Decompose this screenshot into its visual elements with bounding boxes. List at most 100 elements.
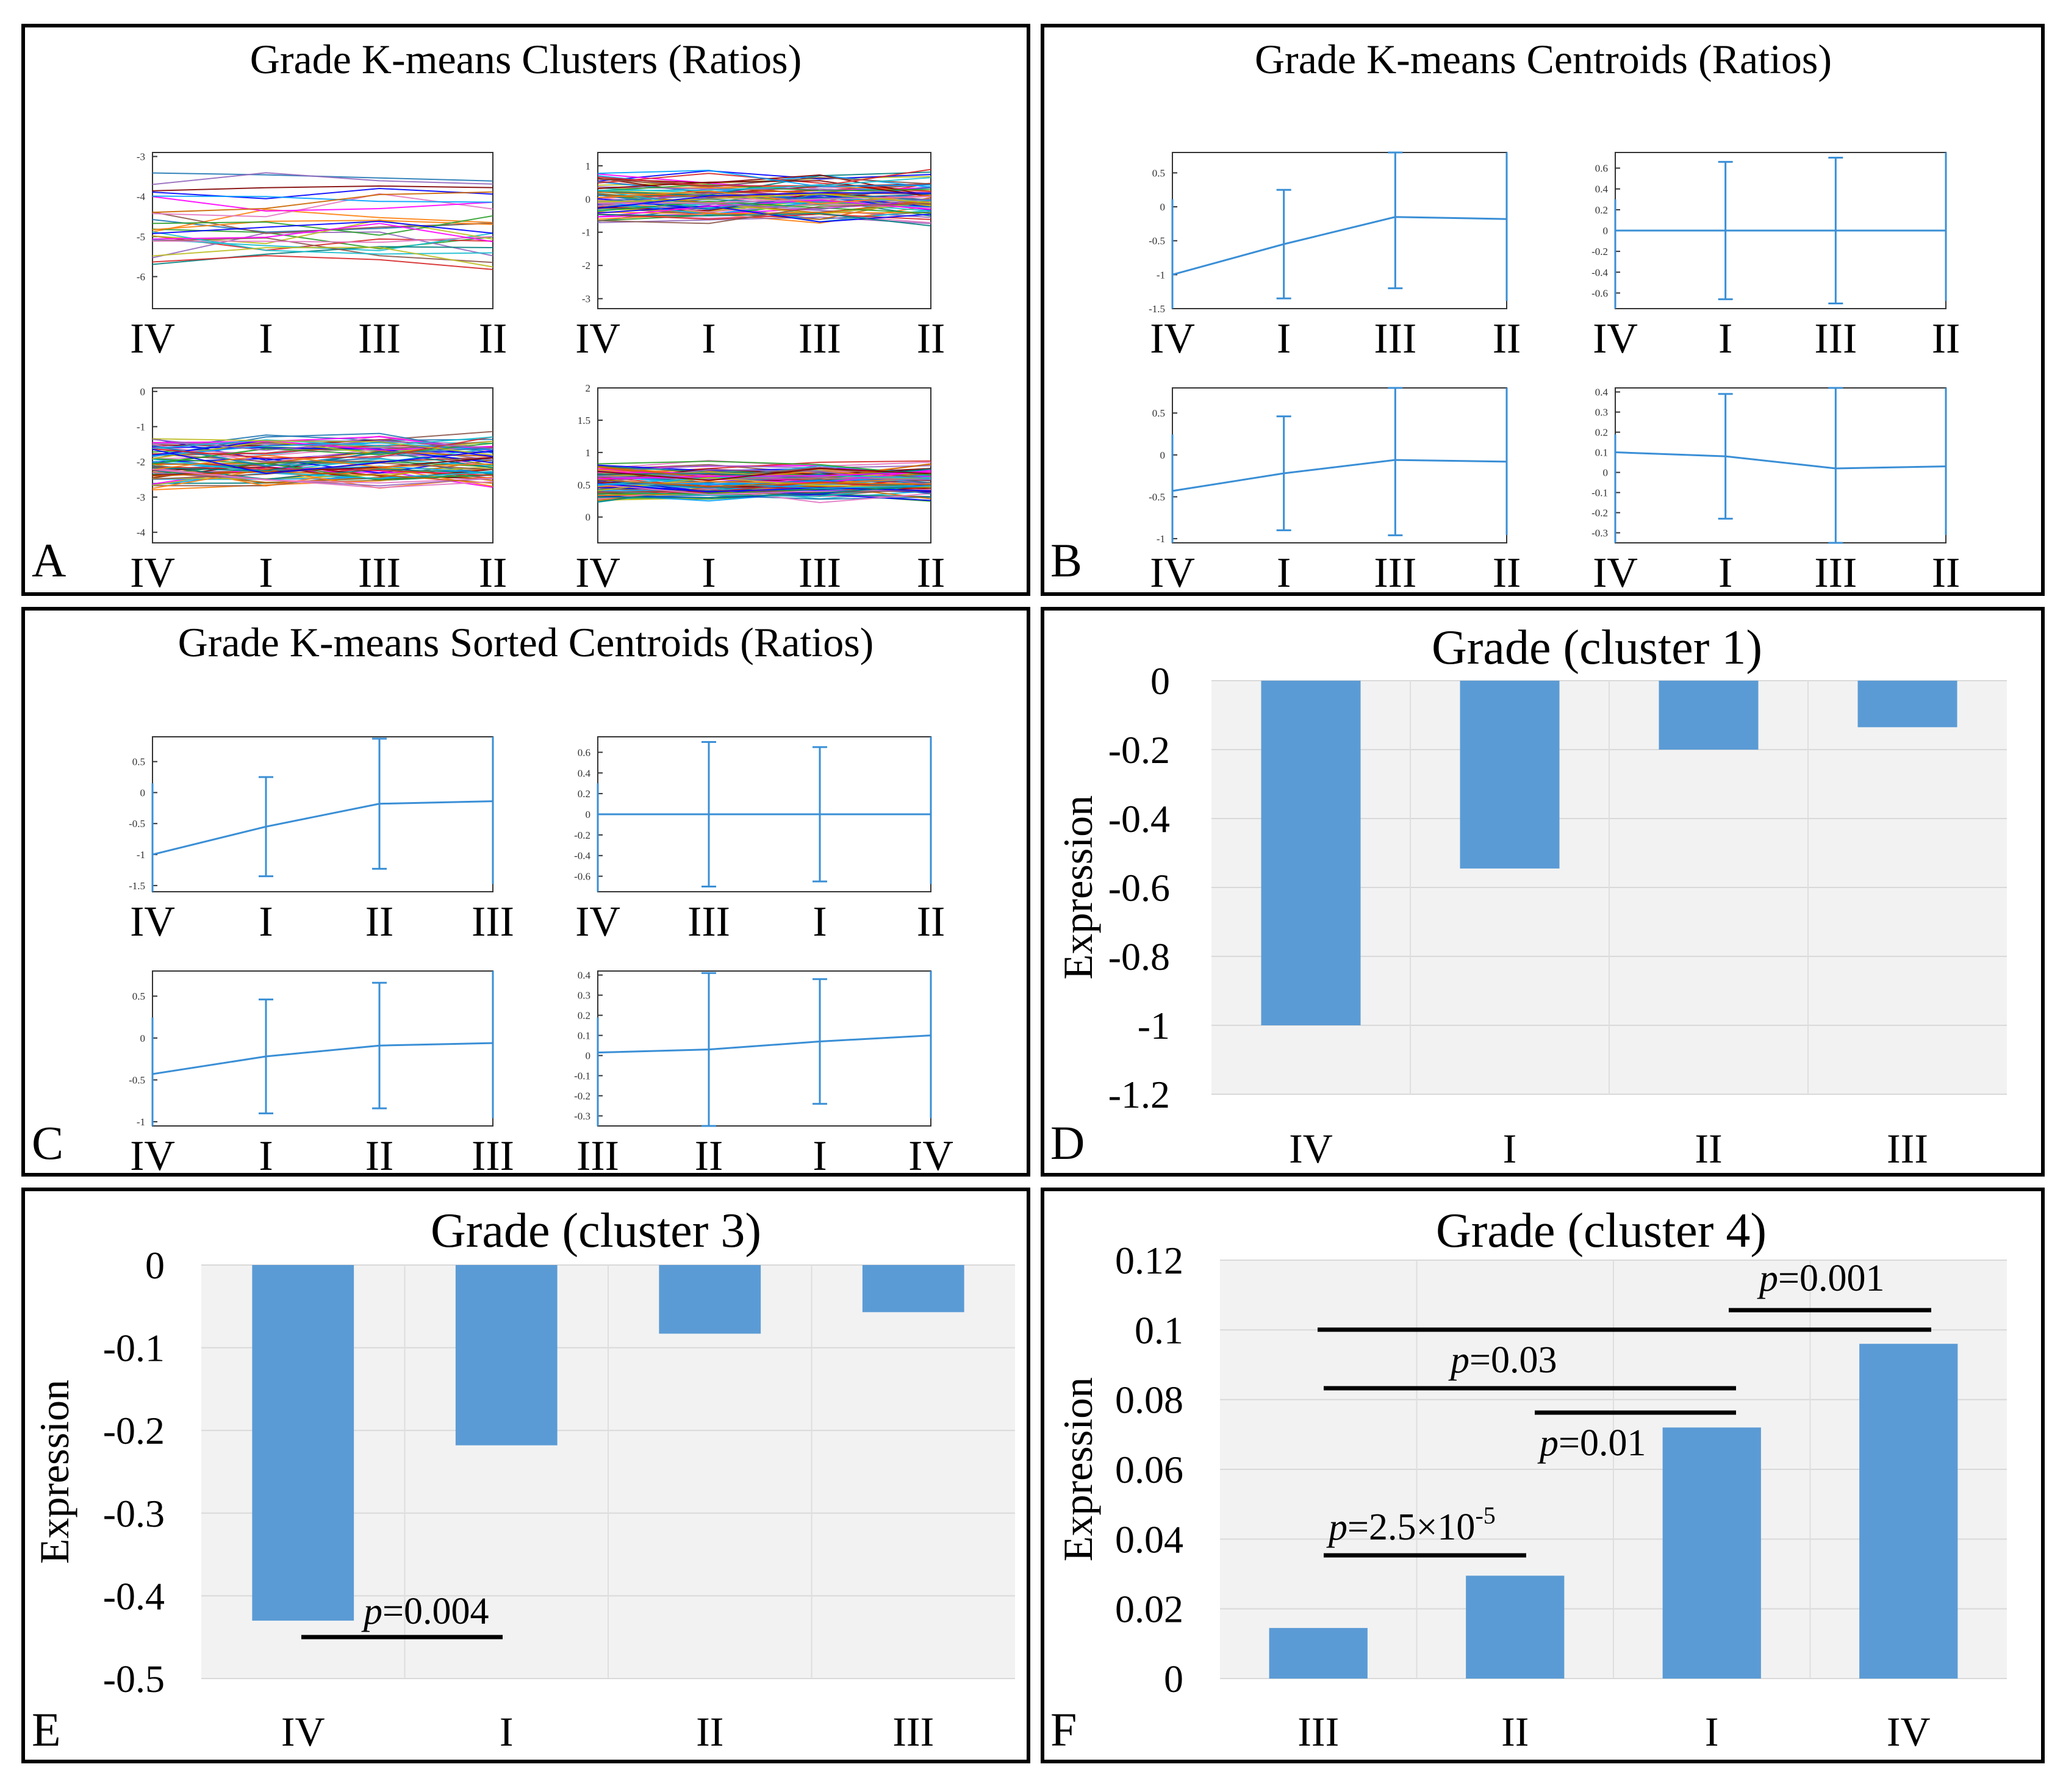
y-tick-label: 0.6 [1595,163,1608,174]
y-tick-label: 0.1 [1135,1308,1183,1352]
y-tick-label: -1.5 [129,880,145,892]
y-tick-label: 0.1 [578,1030,590,1042]
cluster-profile-line [152,231,493,259]
x-tick-label: I [1503,1125,1517,1172]
x-tick-label: IV [130,550,175,597]
x-tick-label: I [813,898,827,945]
cluster-profile-line [152,465,493,480]
x-tick-label: III [1374,550,1416,597]
y-tick-label: -1 [1138,1004,1170,1047]
cluster-profile-line [597,170,931,188]
cluster-profile-line [152,195,493,203]
x-tick-label: III [358,550,401,597]
x-tick-label: III [892,1708,934,1755]
cluster-profile-line [152,246,493,265]
y-tick-label: 0 [1160,450,1166,461]
y-tick-label: -0.8 [1108,935,1170,978]
cluster-profile-line [597,483,931,495]
y-axis-label: Expression [1055,795,1101,980]
x-tick-label: II [1932,315,1961,362]
subplot-axes-box [597,970,931,1127]
y-tick-label: 0.2 [578,1010,590,1022]
y-tick-label: 0.4 [578,970,591,981]
cluster-profile-line [152,220,493,231]
x-tick-label: II [696,1708,723,1755]
y-tick-label: 0.4 [1595,387,1609,398]
bar [252,1265,354,1621]
y-tick-label: 0.4 [1595,184,1609,195]
cluster-profile-line [152,255,493,270]
cluster-profile-line [597,168,931,187]
y-tick-label: -0.6 [1108,866,1170,909]
y-tick-label: 0.4 [578,767,591,779]
cluster-profile-line [597,484,931,499]
cluster-profile-line [152,436,493,459]
y-tick-label: 0 [586,512,591,523]
cluster-profile-line [597,177,931,192]
bar [659,1265,761,1334]
cluster-profile-line [597,180,931,198]
cluster-profile-line [152,215,493,236]
y-tick-label: 0 [140,1033,146,1044]
cluster-profile-line [152,438,493,456]
chart-title: Grade (cluster 4) [1436,1204,1767,1258]
cluster-profile-line [152,172,493,185]
subplot-b-4: 0.40.30.20.10-0.1-0.2-0.3IV I III II [1591,387,1960,597]
y-tick-label: 0.5 [132,991,145,1002]
cluster-profile-line [152,454,493,470]
x-tick-label: II [1932,550,1961,597]
cluster-profile-line [152,246,493,268]
chart-title: Grade (cluster 3) [431,1204,761,1258]
cluster-profile-line [597,205,931,223]
y-tick-label: -4 [137,527,146,539]
y-tick-label: -0.1 [1591,487,1608,499]
y-tick-label: -1 [137,421,145,433]
subplot-axes-box [1172,387,1507,543]
y-tick-label: -0.6 [574,871,590,883]
x-tick-label: IV [1593,550,1638,597]
x-tick-label: I [1705,1708,1719,1755]
y-tick-label: 0.12 [1115,1239,1183,1282]
panel-b-letter: B [1050,534,1082,587]
cluster-profile-line [152,471,493,484]
panel-b-title: Grade K-means Centroids (Ratios) [1255,36,1832,82]
y-tick-label: -0.5 [103,1657,165,1701]
panel-e-frame [21,1188,1030,1763]
x-tick-label: I [500,1708,514,1755]
y-tick-label: 1 [586,447,591,459]
y-tick-label: 0 [1603,467,1609,479]
y-tick-label: 0 [140,386,146,398]
x-tick-label: I [259,898,273,945]
y-tick-label: -2 [137,456,145,468]
panel-a: Grade K-means Clusters (Ratios) A -3 -4 -5… [21,24,1030,597]
x-tick-label: IV [130,1133,175,1180]
x-tick-label: II [1501,1708,1529,1755]
y-tick-label: 1.5 [578,415,590,426]
panel-c-title: Grade K-means Sorted Centroids (Ratios) [178,619,874,665]
panel-b: Grade K-means Centroids (Ratios) B 0.5 0 -… [1041,24,2045,597]
x-tick-label: IV [1593,315,1638,362]
y-tick-label: -0.4 [1108,797,1170,840]
x-tick-label: II [917,550,945,597]
cluster-profile-line [152,436,493,449]
y-tick-label: -0.4 [574,850,590,862]
y-tick-label: -3 [137,492,145,503]
y-tick-label: -0.4 [103,1574,165,1618]
x-tick-label: IV [130,898,175,945]
cluster-profile-line [597,213,931,220]
y-tick-label: 0.2 [1595,204,1608,216]
x-tick-label: I [701,550,716,597]
cluster-profile-line [152,442,493,465]
y-tick-label: 0.6 [578,747,590,758]
p-value-label: p=0.01 [1537,1422,1646,1464]
x-tick-label: IV [908,1133,953,1180]
y-axis-label: Expression [31,1380,77,1564]
bar [1857,681,1957,728]
bar [455,1265,558,1446]
panel-c-frame [21,607,1030,1177]
cluster-profile-line [152,448,493,475]
